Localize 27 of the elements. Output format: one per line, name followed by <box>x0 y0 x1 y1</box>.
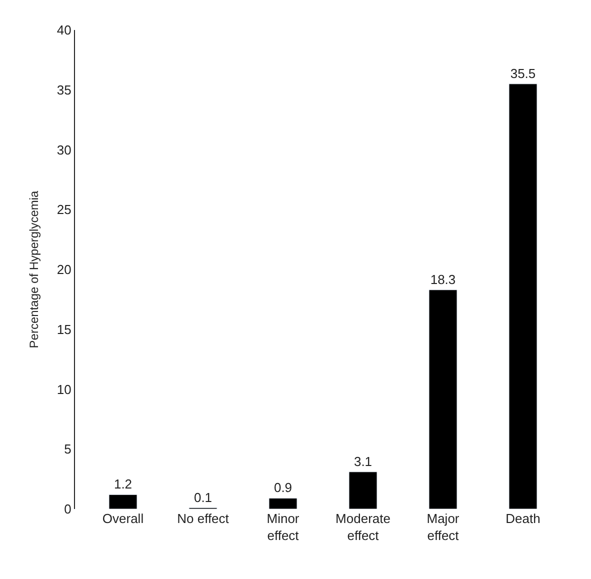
data-label: 3.1 <box>354 454 372 469</box>
bar <box>428 290 458 509</box>
x-tick-label: No effect <box>177 511 230 526</box>
x-tick-label: Overall <box>102 511 144 526</box>
y-tick-label: 15 <box>56 322 72 337</box>
data-label: 1.2 <box>114 476 132 492</box>
y-tick-label: 0 <box>64 502 72 517</box>
bar <box>348 472 378 509</box>
y-axis-title: Percentage of Hyperglycemia <box>27 190 42 348</box>
y-tick-label: 40 <box>56 22 72 38</box>
bar <box>108 494 138 509</box>
x-tick-label: Moderate effect <box>336 511 390 543</box>
y-tick-label: 10 <box>56 382 72 397</box>
y-tick-label: 35 <box>56 82 72 98</box>
x-tick-label: Minor effect <box>266 511 300 543</box>
data-label: 0.1 <box>194 490 212 505</box>
data-label: 18.3 <box>430 272 456 287</box>
x-tick-label: Death <box>506 511 540 526</box>
y-tick-label: 25 <box>56 202 72 218</box>
y-tick-label: 20 <box>56 262 72 278</box>
y-tick-label: 5 <box>64 442 72 457</box>
x-tick-label: Major effect <box>426 511 460 543</box>
data-label: 0.9 <box>274 480 292 496</box>
y-tick-label: 30 <box>56 142 72 158</box>
data-label: 35.5 <box>510 66 536 81</box>
bar <box>268 498 298 509</box>
bar <box>508 84 538 509</box>
